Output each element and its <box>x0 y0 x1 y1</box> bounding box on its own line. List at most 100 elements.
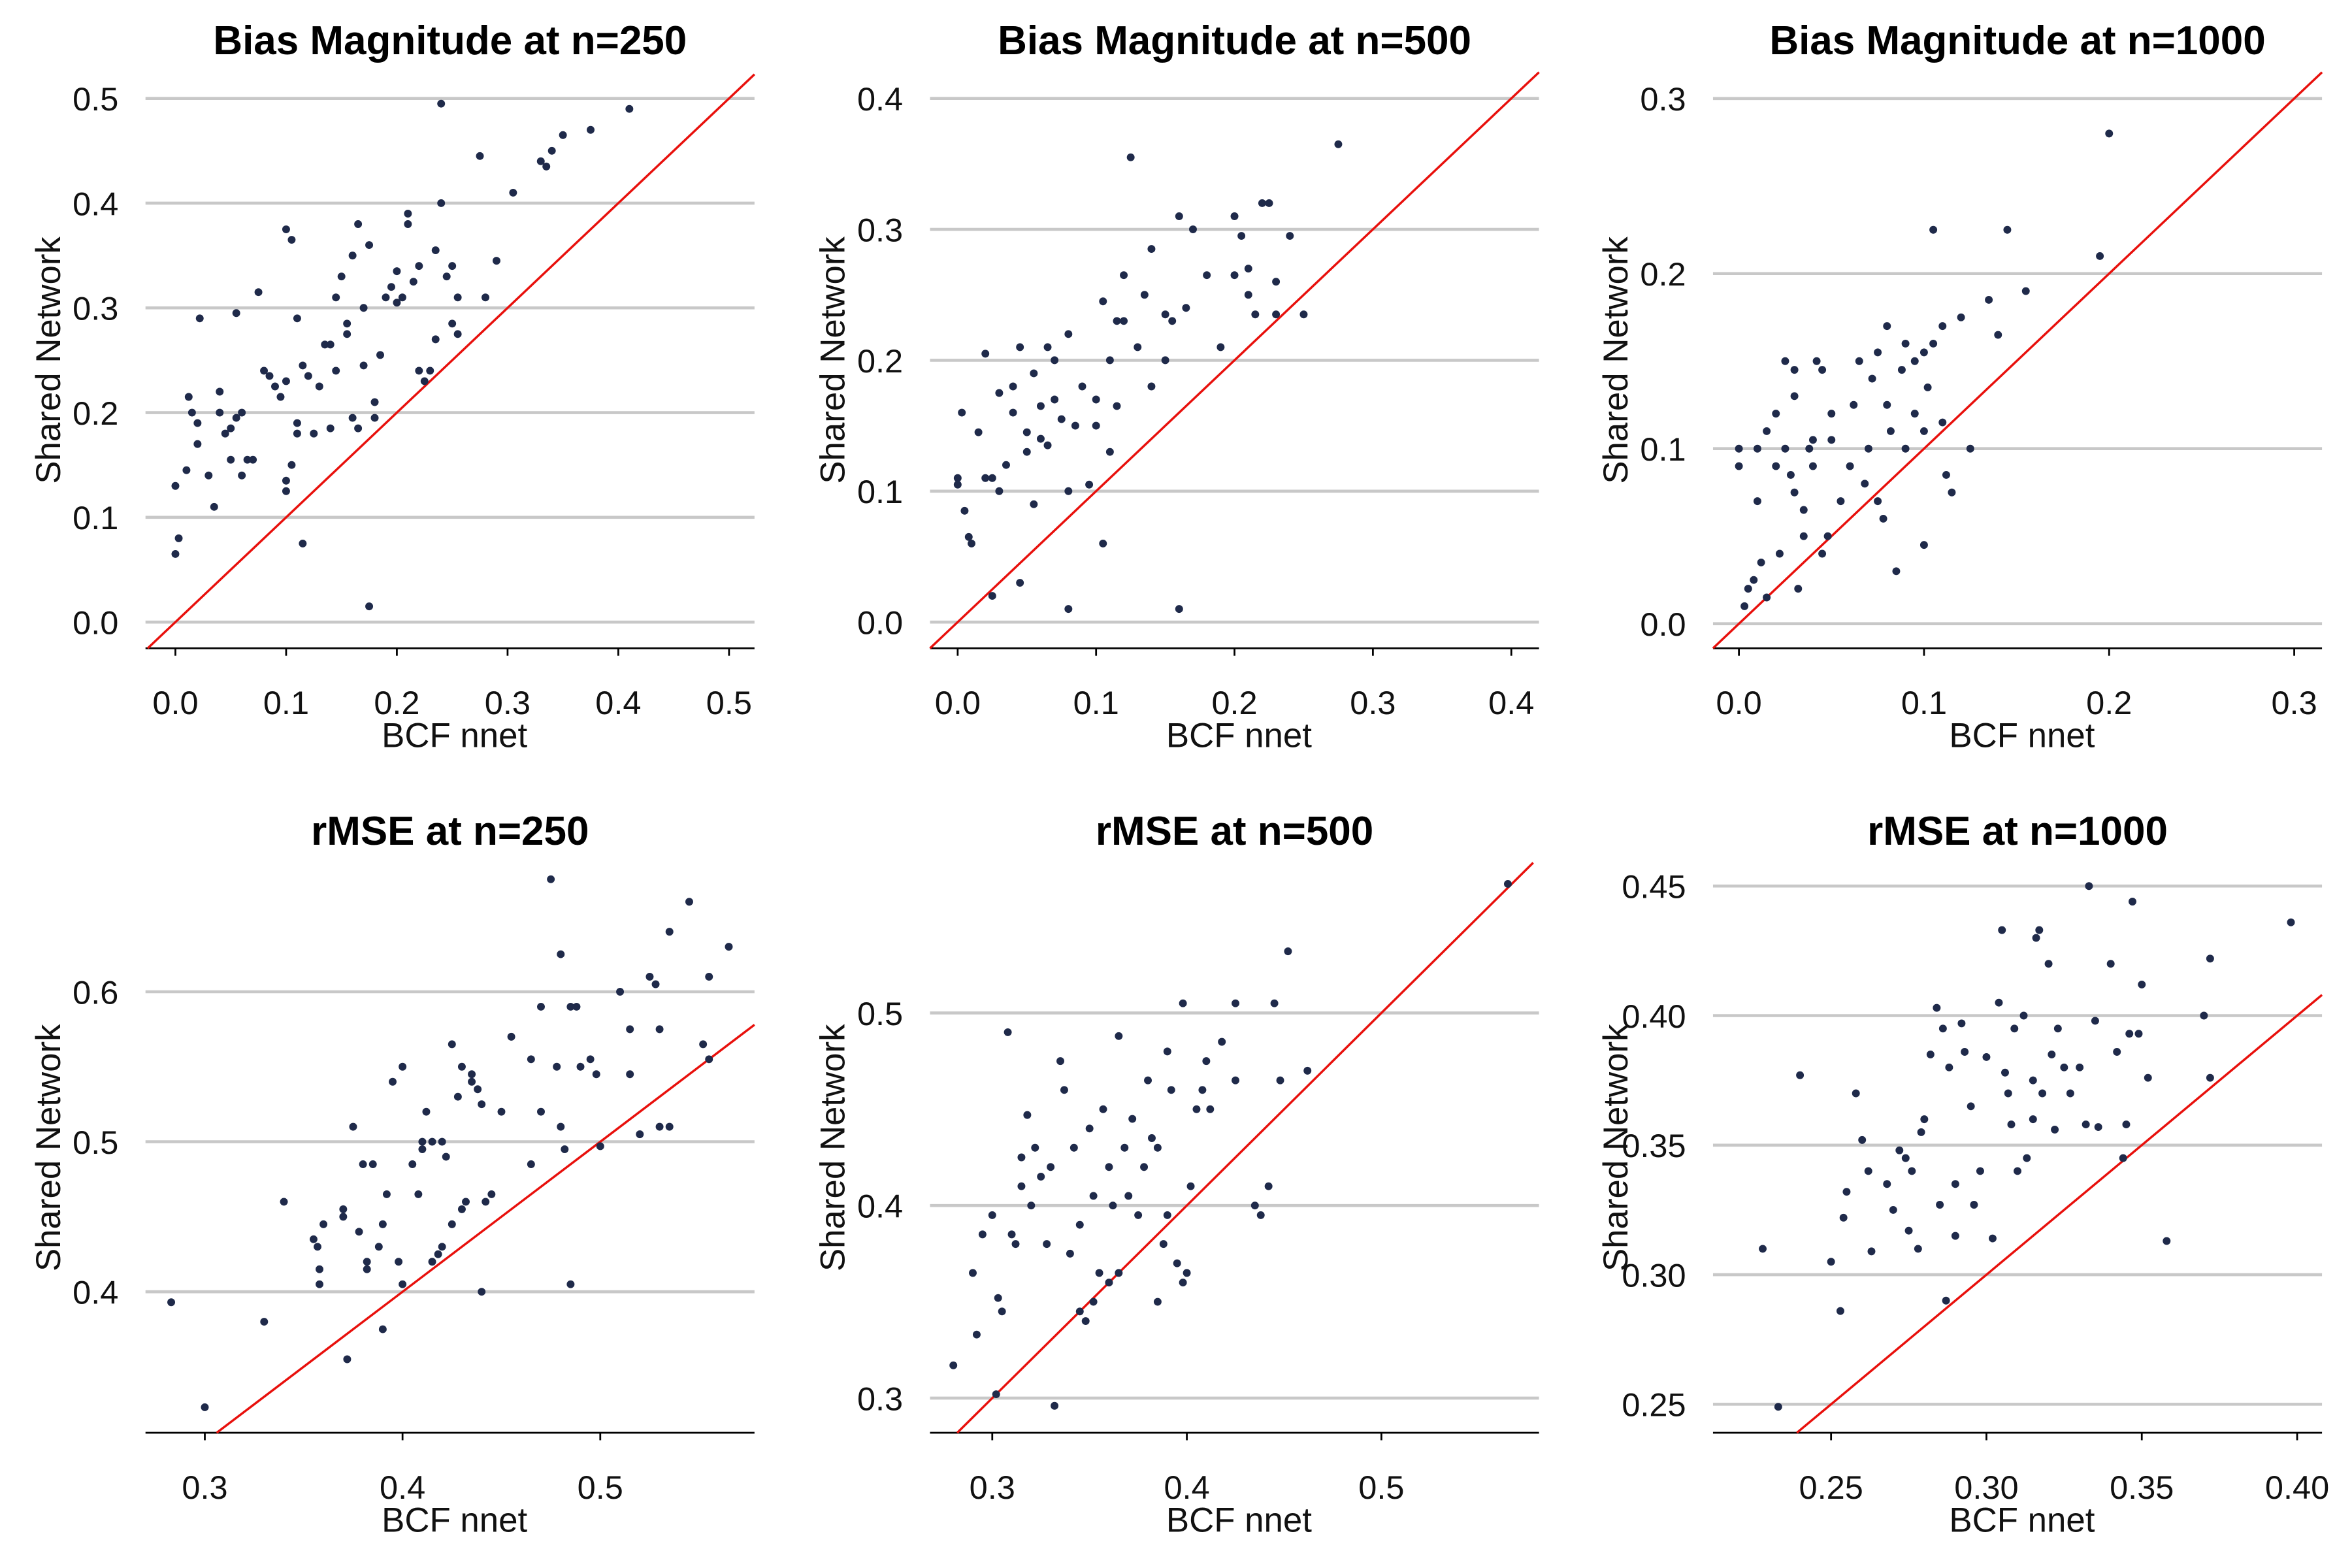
data-point <box>1051 395 1059 404</box>
data-point <box>1099 297 1107 306</box>
data-point <box>1057 415 1066 423</box>
data-point <box>1251 310 1260 319</box>
data-point <box>994 1294 1002 1302</box>
data-point <box>1081 1317 1090 1326</box>
chart-title: rMSE at n=1000 <box>1867 809 2168 854</box>
data-point <box>1064 605 1073 613</box>
data-point <box>1148 1134 1156 1142</box>
data-point <box>238 471 246 480</box>
data-point <box>282 377 290 385</box>
data-point <box>404 210 412 218</box>
data-point <box>395 1258 403 1266</box>
data-point <box>1064 330 1073 338</box>
y-tick-label: 0.3 <box>73 290 118 327</box>
data-point <box>2206 955 2214 963</box>
data-point <box>1967 1102 1975 1111</box>
data-point <box>1823 532 1832 540</box>
data-point <box>1011 1240 1020 1249</box>
x-tick-label: 0.0 <box>152 684 198 721</box>
data-point <box>1883 1180 1891 1188</box>
data-point <box>431 246 440 255</box>
data-point <box>566 1280 575 1288</box>
data-point <box>542 162 551 171</box>
data-point <box>497 1107 506 1116</box>
data-point <box>1910 357 1919 365</box>
data-point <box>992 1390 1000 1399</box>
x-tick-label: 0.4 <box>380 1469 425 1506</box>
data-point <box>1161 356 1169 365</box>
data-point <box>332 367 340 375</box>
data-point <box>1929 339 1938 348</box>
data-point <box>1198 1086 1207 1094</box>
data-point <box>1957 1019 1966 1028</box>
data-point <box>998 1307 1006 1316</box>
data-point <box>1109 1201 1117 1210</box>
y-axis-label: Shared Network <box>29 1024 68 1271</box>
data-point <box>1874 348 1882 357</box>
data-point <box>1134 1211 1143 1219</box>
data-point <box>408 1160 417 1168</box>
data-point <box>1908 1167 1916 1175</box>
data-point <box>1855 357 1863 365</box>
data-point <box>1244 291 1252 299</box>
data-point <box>625 105 634 113</box>
x-tick-label: 0.3 <box>485 684 531 721</box>
chart-title: Bias Magnitude at n=500 <box>998 18 1471 63</box>
data-point <box>1945 1063 1953 1071</box>
data-point <box>1503 879 1512 888</box>
data-point <box>370 398 379 406</box>
data-point <box>547 875 555 883</box>
data-point <box>309 1235 318 1243</box>
data-point <box>2206 1073 2214 1082</box>
data-point <box>1808 462 1817 470</box>
data-point <box>359 361 368 370</box>
data-point <box>280 1198 288 1206</box>
y-axis-label: Shared Network <box>814 237 853 484</box>
data-point <box>1120 271 1128 280</box>
data-point <box>557 950 565 958</box>
data-point <box>1105 448 1114 456</box>
y-tick-label: 0.4 <box>857 80 903 118</box>
data-point <box>1126 153 1135 161</box>
data-point <box>468 1070 476 1079</box>
data-point <box>1926 1051 1935 1058</box>
data-point <box>1078 382 1086 391</box>
data-point <box>2066 1089 2074 1098</box>
data-point <box>1230 212 1239 220</box>
y-tick-label: 0.25 <box>1622 1386 1686 1424</box>
y-tick-label: 0.3 <box>1640 80 1686 118</box>
data-point <box>1120 1143 1129 1152</box>
data-point <box>437 199 446 207</box>
data-point <box>2014 1167 2021 1175</box>
data-point <box>1879 514 1887 523</box>
data-point <box>1861 480 1869 488</box>
data-point <box>1794 585 1803 593</box>
data-point <box>1799 506 1808 514</box>
data-point <box>981 474 990 482</box>
data-point <box>478 1100 486 1109</box>
y-tick-label: 0.2 <box>857 342 903 380</box>
data-point <box>1818 366 1827 374</box>
data-point <box>326 424 335 433</box>
data-point <box>426 367 434 375</box>
data-point <box>645 973 654 981</box>
x-tick-label: 0.0 <box>1716 684 1762 721</box>
data-point <box>1258 199 1266 207</box>
x-tick-label: 0.5 <box>578 1469 623 1506</box>
data-point <box>1064 487 1073 495</box>
data-point <box>1827 436 1836 444</box>
data-point <box>2134 1030 2143 1038</box>
data-point <box>2138 980 2146 988</box>
data-point <box>561 1145 569 1154</box>
data-point <box>1265 199 1273 207</box>
data-point <box>188 408 196 417</box>
data-point <box>1043 343 1052 351</box>
y-axis-label: Shared Network <box>1597 1024 1635 1271</box>
data-point <box>1864 444 1872 453</box>
data-point <box>184 393 193 401</box>
chart-panel-2: 0.0 0.1 0.2 0.3 0.4 0.0 0.1 0.2 0.3 0.4 Bias Magni… <box>814 18 1540 755</box>
data-point <box>271 382 279 391</box>
data-point <box>339 1205 348 1213</box>
data-point <box>1140 291 1149 299</box>
